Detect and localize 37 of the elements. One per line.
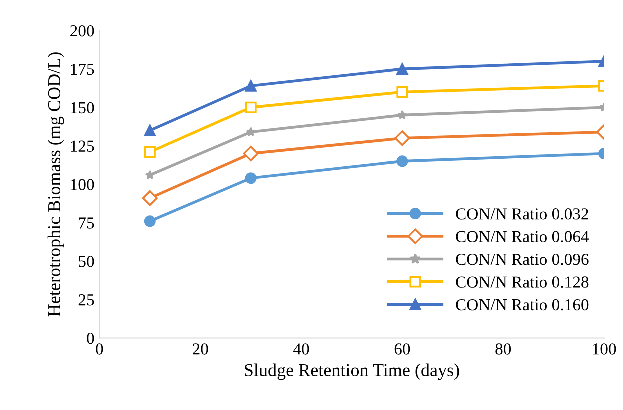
point <box>142 190 158 206</box>
x-tick-label: 60 <box>394 344 410 355</box>
legend-label: CON/N Ratio 0.160 <box>456 299 589 311</box>
point <box>145 170 156 180</box>
legend-label: CON/N Ratio 0.032 <box>456 208 588 220</box>
y-tick-label: 100 <box>71 179 94 190</box>
x-tick-label: 20 <box>193 344 208 355</box>
point <box>398 110 408 120</box>
point <box>396 63 408 75</box>
y-tick-label: 25 <box>78 294 94 306</box>
legend-label: CON/N Ratio 0.064 <box>456 231 590 243</box>
point <box>243 146 259 162</box>
y-tick-label: 200 <box>70 25 94 37</box>
x-tick-label: 0 <box>96 344 104 355</box>
point <box>394 130 410 146</box>
legend-label: CON/N Ratio 0.096 <box>456 254 589 266</box>
point <box>246 127 256 136</box>
point <box>396 86 408 98</box>
point <box>245 172 257 184</box>
y-axis-title: Heterotrophic Biomass (mg COD/L) <box>48 52 64 317</box>
x-axis-title: Sludge Retention Time (days) <box>245 364 460 380</box>
point <box>245 102 257 114</box>
point <box>396 156 408 168</box>
point <box>144 124 156 136</box>
y-tick-label: 75 <box>79 218 94 229</box>
y-tick-label: 125 <box>71 140 94 152</box>
x-tick-label: 100 <box>593 344 616 355</box>
legend-label: CON/N Ratio 0.128 <box>456 276 589 288</box>
y-tick-label: 150 <box>71 102 94 114</box>
x-tick-label: 40 <box>294 344 310 355</box>
point <box>144 216 156 228</box>
point <box>245 80 257 92</box>
y-tick-label: 0 <box>87 332 94 344</box>
point <box>144 146 156 158</box>
y-tick-label: 50 <box>79 256 94 268</box>
x-tick-label: 80 <box>496 344 512 355</box>
y-tick-label: 175 <box>71 64 94 76</box>
